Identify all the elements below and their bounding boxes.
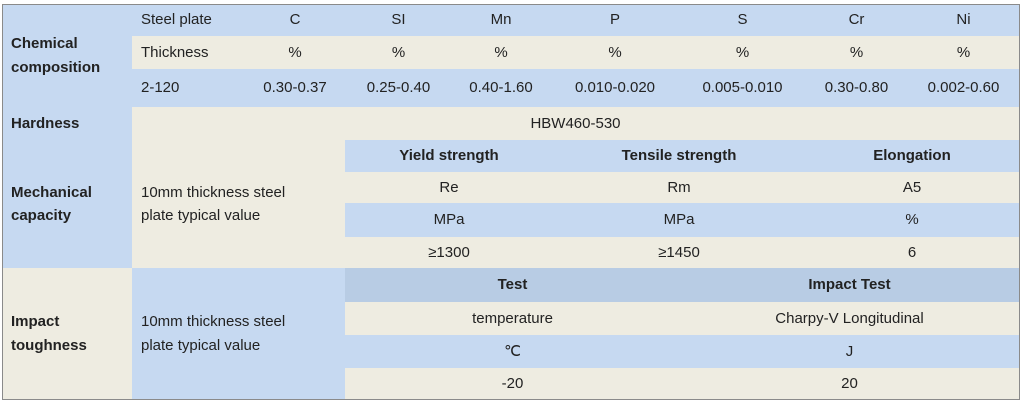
table-cell: 0.40-1.60 <box>452 69 551 108</box>
table-cell: % <box>805 36 909 70</box>
cell-text: 10mm thickness steel plate typical value <box>141 313 286 354</box>
table-cell: Thickness <box>132 36 246 70</box>
cell-text: Rm <box>667 178 691 196</box>
cell-text: 0.30-0.80 <box>824 79 889 97</box>
cell-text: Mechanical capacity <box>11 183 92 224</box>
cell-text: SI <box>391 11 406 29</box>
table-cell: S <box>680 4 806 37</box>
section-label: Mechanical capacity <box>2 140 133 269</box>
cell-text: 0.30-0.37 <box>263 79 327 97</box>
table-cell: Rm <box>553 172 806 204</box>
table-cell: SI <box>345 4 453 37</box>
cell-text: C <box>289 11 301 29</box>
section-label: Impact toughness <box>2 268 133 400</box>
cell-text: 20 <box>841 374 858 392</box>
cell-text: ≥1300 <box>428 243 470 261</box>
cell-text: Yield strength <box>399 147 499 165</box>
cell-text: MPa <box>663 211 695 229</box>
table-cell: MPa <box>553 203 806 238</box>
cell-text: Cr <box>848 11 865 29</box>
cell-text: % <box>391 43 406 61</box>
table-cell: HBW460-530 <box>132 107 1020 141</box>
table-cell: C <box>245 4 346 37</box>
section-note: 10mm thickness steel plate typical value <box>132 268 346 400</box>
cell-text: 6 <box>907 243 917 261</box>
cell-text: 2-120 <box>141 79 180 97</box>
cell-text: Tensile strength <box>621 147 737 165</box>
cell-text: MPa <box>433 211 465 229</box>
cell-text: J <box>845 342 854 360</box>
cell-text: % <box>849 43 864 61</box>
cell-text: S <box>737 11 748 29</box>
cell-text: % <box>288 43 302 61</box>
cell-text: 0.25-0.40 <box>366 79 431 97</box>
cell-text: A5 <box>902 178 922 196</box>
cell-text: ℃ <box>504 342 521 360</box>
table-cell: -20 <box>345 368 681 400</box>
table-cell: 0.010-0.020 <box>550 69 681 108</box>
table-cell: J <box>680 335 1020 369</box>
cell-text: Hardness <box>11 114 80 132</box>
table-cell: ≥1450 <box>553 237 806 269</box>
cell-text: 10mm thickness steel plate typical value <box>141 183 286 224</box>
table-cell: % <box>245 36 346 70</box>
table-cell: Yield strength <box>345 140 554 173</box>
cell-text: Charpy-V Longitudinal <box>775 309 924 327</box>
cell-text: 0.002-0.60 <box>927 79 1000 97</box>
cell-text: HBW460-530 <box>530 114 621 132</box>
section-label: Chemical composition <box>2 4 133 108</box>
cell-text: Steel plate <box>141 11 212 29</box>
cell-text: Impact toughness <box>11 313 87 354</box>
table-cell: Impact Test <box>680 268 1020 303</box>
cell-text: -20 <box>501 374 524 392</box>
table-cell: Ni <box>908 4 1020 37</box>
cell-text: 0.010-0.020 <box>574 79 656 97</box>
cell-text: % <box>494 43 508 61</box>
cell-text: P <box>609 11 620 29</box>
table-frame <box>2 4 1020 400</box>
table-cell: Elongation <box>805 140 1020 173</box>
table-cell: Mn <box>452 4 551 37</box>
cell-text: 0.005-0.010 <box>702 79 783 97</box>
cell-text: temperature <box>472 309 553 327</box>
cell-text: % <box>608 43 622 61</box>
table-cell: Charpy-V Longitudinal <box>680 302 1020 336</box>
cell-text: Thickness <box>141 43 209 61</box>
cell-text: Impact Test <box>808 276 891 294</box>
cell-text: Mn <box>490 11 512 29</box>
cell-text: % <box>956 43 971 61</box>
cell-text: Elongation <box>873 147 951 165</box>
section-note: 10mm thickness steel plate typical value <box>132 140 346 269</box>
table-cell: Cr <box>805 4 909 37</box>
table-cell: ≥1300 <box>345 237 554 269</box>
table-cell: MPa <box>345 203 554 238</box>
table-cell: % <box>680 36 806 70</box>
cell-text: Re <box>439 178 459 196</box>
cell-text: Test <box>497 276 528 294</box>
table-cell: temperature <box>345 302 681 336</box>
cell-text: Chemical composition <box>11 35 101 76</box>
cell-text: ≥1450 <box>658 243 700 261</box>
cell-text: 0.40-1.60 <box>469 79 533 97</box>
table-cell: 0.25-0.40 <box>345 69 453 108</box>
table-cell: % <box>908 36 1020 70</box>
table-cell: 20 <box>680 368 1020 400</box>
cell-text: Ni <box>956 11 971 29</box>
cell-text: % <box>735 43 750 61</box>
table-cell: 0.005-0.010 <box>680 69 806 108</box>
table-cell: 0.30-0.37 <box>245 69 346 108</box>
cell-text: % <box>905 211 919 229</box>
